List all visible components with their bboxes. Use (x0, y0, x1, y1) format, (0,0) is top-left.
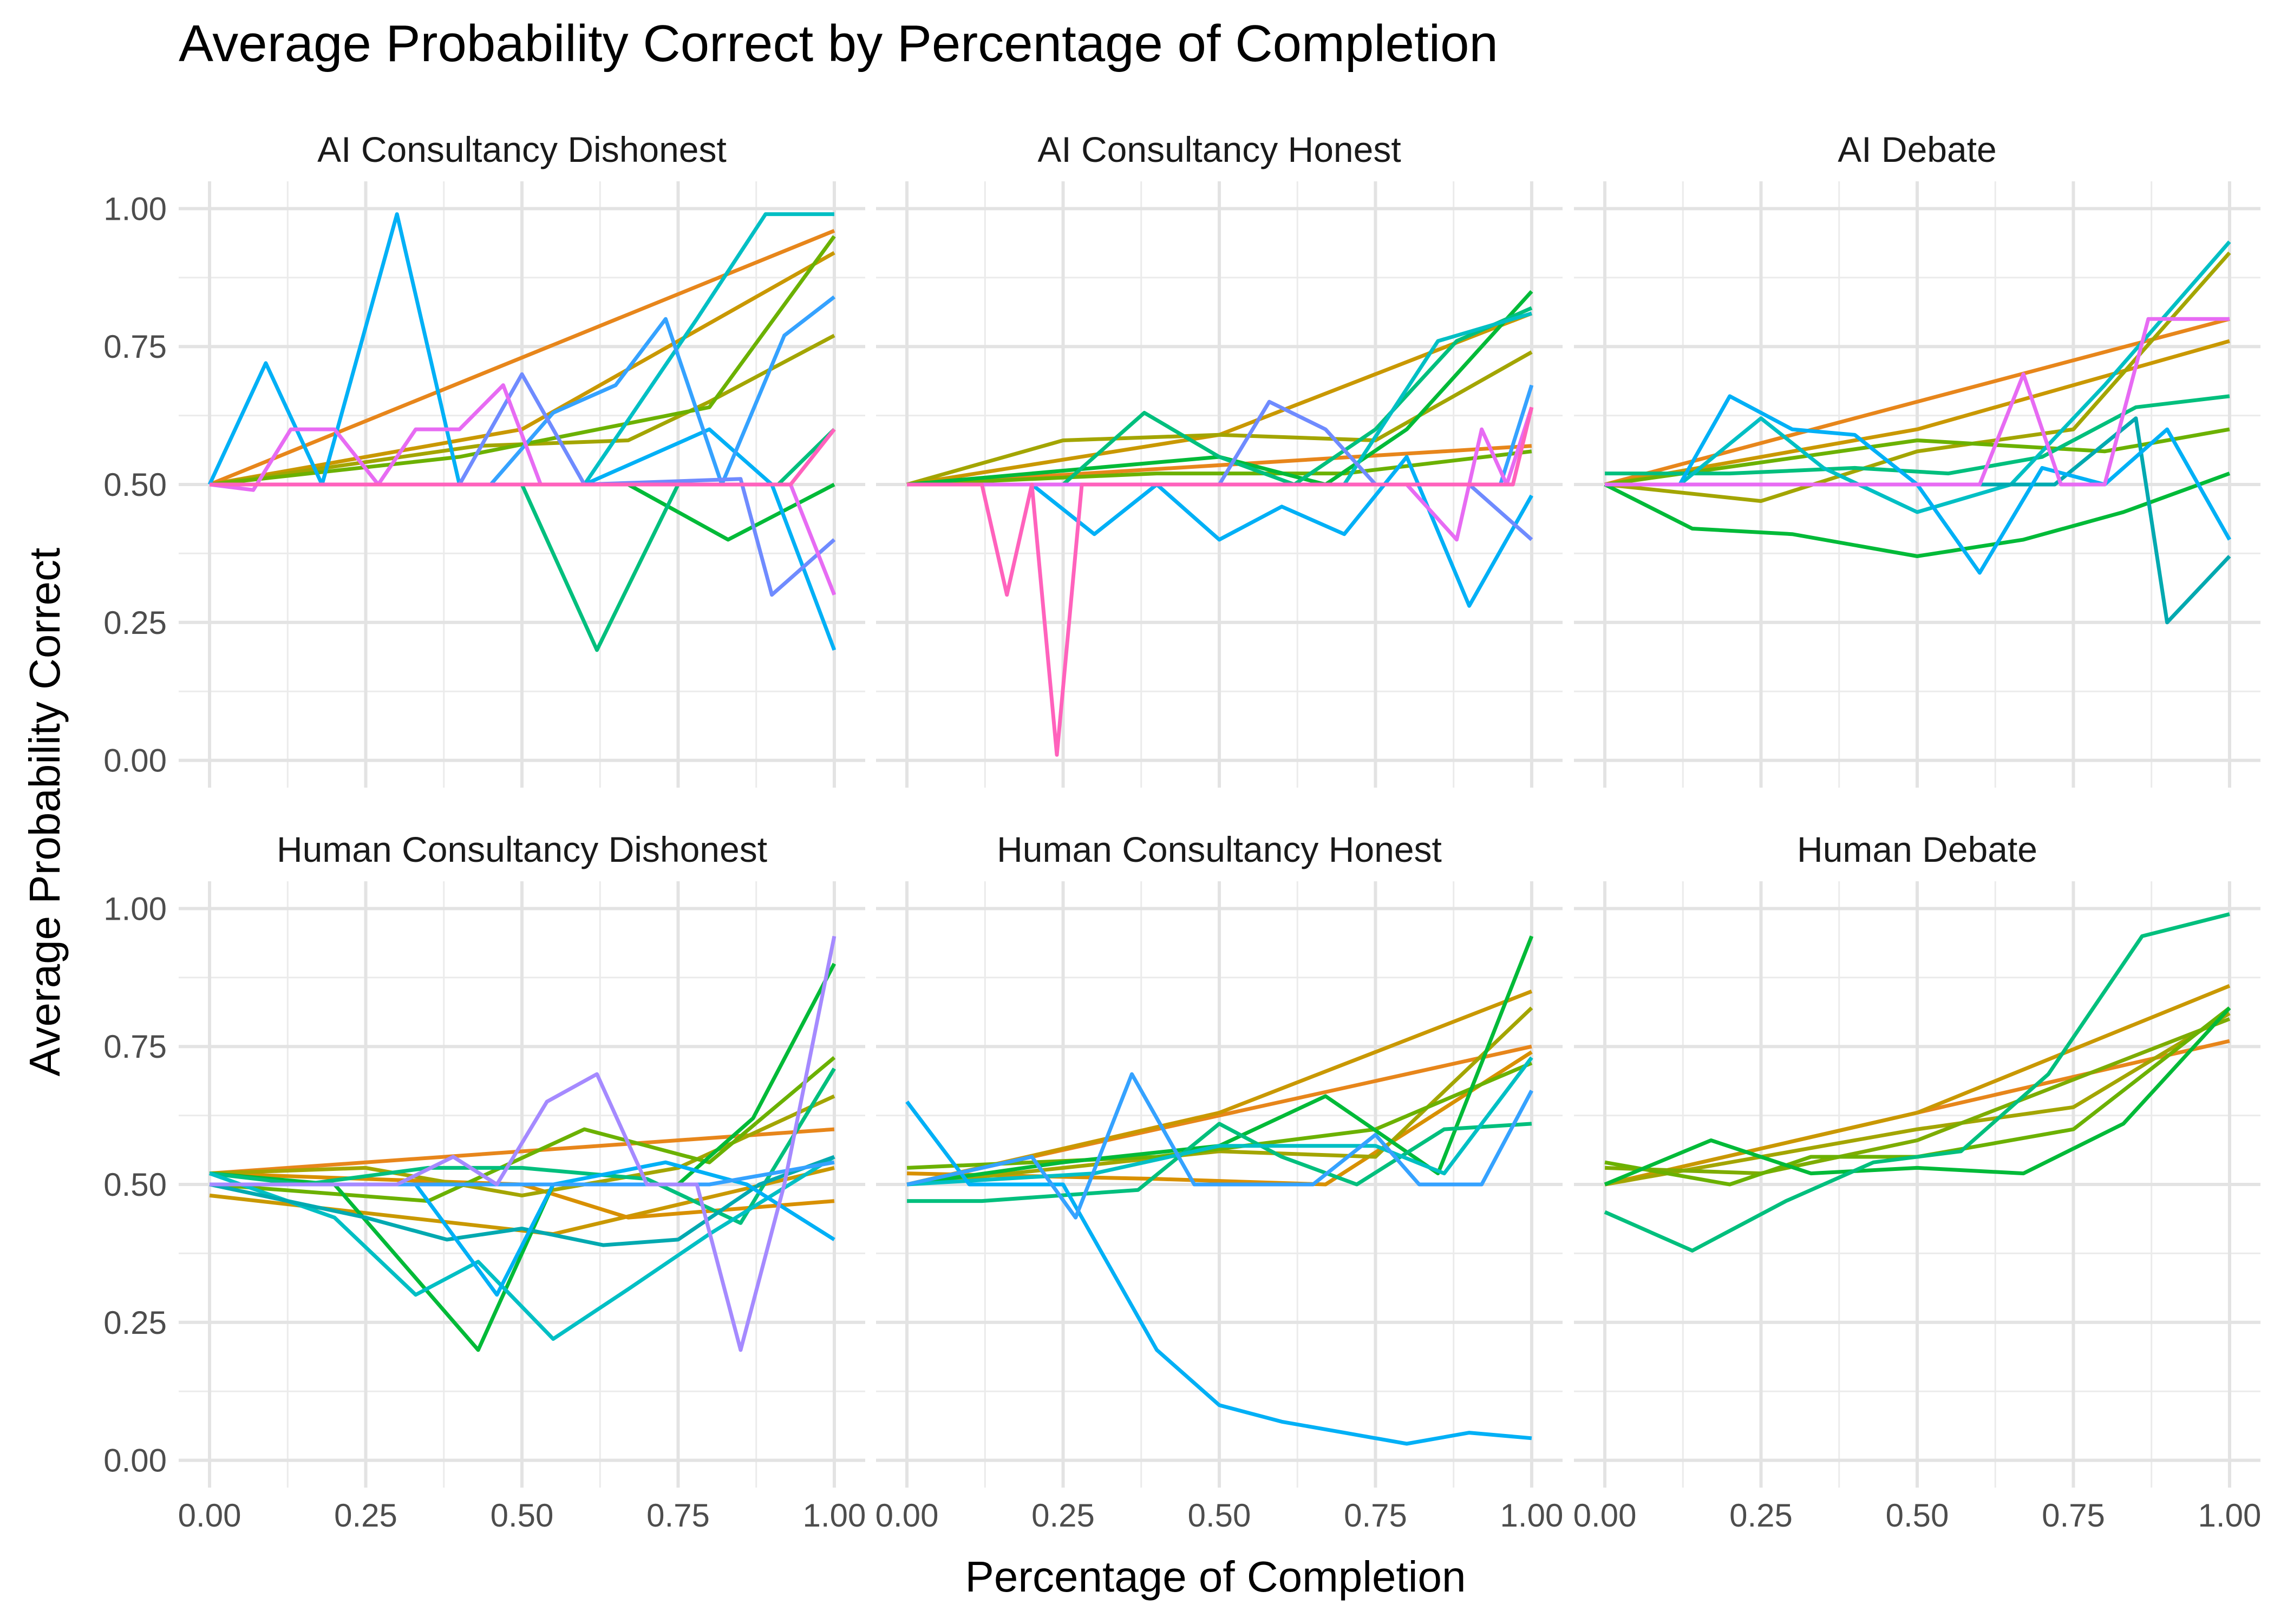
facet-strip-label: Human Consultancy Honest (997, 829, 1442, 869)
series-line (210, 935, 837, 1352)
series-line (209, 235, 836, 487)
series-line (906, 350, 1533, 487)
y-tick-label: 0.25 (103, 605, 167, 641)
facet-panel: Human Consultancy Honest 0.00 0.25 0.50 0.75… (875, 829, 1564, 1534)
facet-panel: AI Debate (1574, 129, 2260, 788)
series-line (208, 228, 835, 487)
series-line (906, 449, 1532, 487)
series-line (209, 1155, 835, 1247)
x-tick-label: 0.75 (2042, 1497, 2105, 1534)
y-tick-label: 1.00 (103, 191, 167, 227)
series-line (907, 407, 1534, 757)
facet-panel: AI Consultancy Honest (876, 129, 1563, 788)
y-tick-label: 0.25 (103, 1305, 167, 1341)
series-line (906, 1061, 1533, 1170)
series-line (907, 1122, 1532, 1203)
series-line (906, 1056, 1533, 1187)
y-tick-label: 0.00 (103, 743, 167, 779)
x-tick-label: 0.00 (875, 1497, 939, 1534)
series-line (209, 333, 835, 487)
series-line (1604, 912, 2230, 1253)
y-tick-label: 0.50 (103, 1167, 167, 1203)
x-tick-label: 1.00 (1500, 1497, 1564, 1534)
facet-panel: Human Consultancy Dishonest 0.00 0.25 0.50 0… (103, 829, 866, 1534)
x-tick-label: 0.50 (1188, 1497, 1251, 1534)
chart-title: Average Probability Correct by Percentag… (179, 15, 1498, 73)
facet-panel: AI Consultancy Dishonest 0.00 0.25 0.50 0.75… (103, 129, 865, 788)
x-tick-label: 0.50 (1886, 1497, 1949, 1534)
series-line (1604, 317, 2230, 487)
series-line (1604, 251, 2231, 503)
series-line (907, 306, 1533, 487)
x-tick-label: 1.00 (803, 1497, 866, 1534)
series-line (905, 1100, 1532, 1446)
x-tick-label: 0.25 (1031, 1497, 1095, 1534)
series-line (906, 1072, 1533, 1220)
facet-strip-label: Human Debate (1797, 829, 2037, 869)
y-tick-label: 0.75 (103, 1029, 167, 1065)
series-line (1604, 1006, 2231, 1187)
facet-panels: AI Consultancy Dishonest 0.00 0.25 0.50 0.75… (103, 129, 2261, 1534)
facet-strip-label: Human Consultancy Dishonest (277, 829, 767, 869)
x-tick-label: 0.25 (334, 1497, 397, 1534)
series-line (1604, 472, 2231, 558)
series-line (1605, 394, 2230, 476)
series-line (1605, 240, 2231, 514)
x-tick-label: 0.75 (646, 1497, 710, 1534)
series-line (210, 295, 836, 487)
x-tick-label: 0.00 (1573, 1497, 1637, 1534)
series-line (1604, 984, 2231, 1187)
x-tick-label: 0.50 (491, 1497, 554, 1534)
x-tick-label: 0.25 (1729, 1497, 1793, 1534)
series-line (1604, 1006, 2231, 1187)
facet-strip-label: AI Consultancy Honest (1037, 129, 1401, 169)
y-tick-label: 1.00 (103, 890, 167, 927)
series-line (208, 1155, 835, 1341)
series-line (209, 1171, 835, 1220)
y-tick-label: 0.00 (103, 1443, 167, 1479)
series-line (209, 1056, 836, 1203)
series-line (907, 455, 1533, 608)
series-line (1604, 427, 2230, 487)
facet-strip-label: AI Debate (1838, 129, 1997, 169)
x-tick-label: 0.75 (1344, 1497, 1407, 1534)
series-line (906, 1006, 1533, 1187)
series-line (1605, 317, 2230, 487)
x-axis-title: Percentage of Completion (965, 1553, 1466, 1601)
facet-panel: Human Debate 0.00 0.25 0.50 0.75 1.00 (1573, 829, 2262, 1534)
y-tick-label: 0.50 (103, 467, 167, 503)
y-axis-title: Average Probability Correct (21, 548, 69, 1077)
x-tick-label: 0.00 (178, 1497, 241, 1534)
series-line (210, 428, 836, 487)
x-tick-label: 1.00 (2198, 1497, 2262, 1534)
y-tick-label: 0.75 (103, 329, 167, 365)
facet-strip-label: AI Consultancy Dishonest (317, 129, 727, 169)
